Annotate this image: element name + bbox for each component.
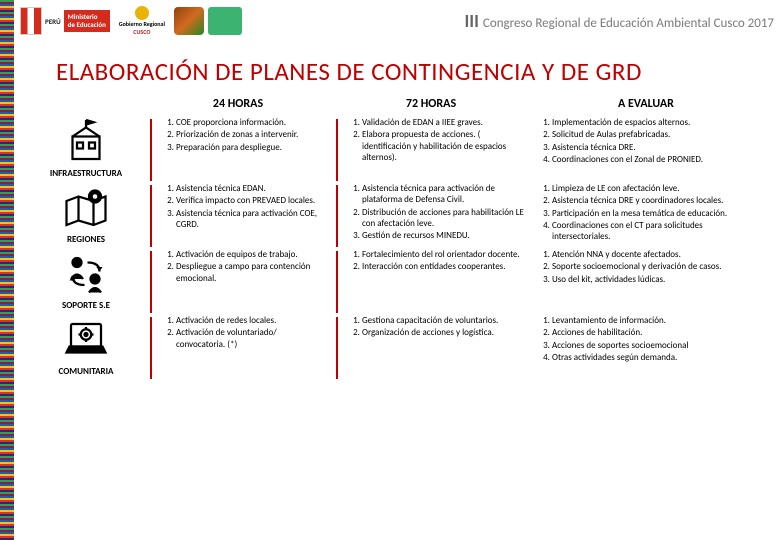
list-item: Activación de redes locales.: [176, 315, 326, 326]
list-item: Acciones de soportes socioemocional: [552, 340, 756, 351]
list-item: Activación de voluntariado/ convocatoria…: [176, 327, 326, 350]
list: Fortalecimiento del rol orientador docen…: [346, 249, 526, 273]
list: COE proporciona información.Priorización…: [160, 117, 326, 153]
cell-infraestructura-c2: Validación de EDAN a IIEE graves.Elabora…: [336, 117, 526, 183]
list: Implementación de espacios alternos.Soli…: [536, 117, 756, 165]
list-item: Coordinaciones con el Zonal de PRONIED.: [552, 154, 756, 165]
row-label: SOPORTE S.E: [62, 300, 110, 311]
ministry-line2: de Educación: [68, 21, 106, 29]
decorative-stripe: [0, 0, 14, 540]
list: Atención NNA y docente afectados.Soporte…: [536, 249, 756, 285]
rows-container: INFRAESTRUCTURA COE proporciona informaci…: [32, 117, 770, 381]
list-item: Asistencia técnica para activación COE, …: [176, 208, 326, 231]
list-item: Asistencia técnica DRE.: [552, 142, 756, 153]
cell-soporte s.e-c2: Fortalecimiento del rol orientador docen…: [336, 249, 526, 315]
list: Activación de redes locales.Activación d…: [160, 315, 326, 350]
cusco-logo: Gobierno Regional CUSCO: [114, 6, 170, 36]
list-item: Gestión de recursos MINEDU.: [362, 230, 526, 241]
list-item: Preparación para despliegue.: [176, 142, 326, 153]
cusco-main: CUSCO: [133, 28, 150, 36]
content-grid: 24 HORAS 72 HORAS A EVALUAR: [32, 95, 770, 117]
peru-logo: PERÚ Ministerio de Educación: [20, 3, 110, 39]
list-item: Asistencia técnica DRE y coordinadores l…: [552, 195, 756, 206]
spacer: [32, 95, 140, 117]
list-item: Implementación de espacios alternos.: [552, 117, 756, 128]
list-item: Uso del kit, actividades lúdicas.: [552, 274, 756, 285]
congress-title: Congreso Regional de Educación Ambiental…: [483, 16, 774, 31]
cell-infraestructura-c3: Implementación de espacios alternos.Soli…: [536, 117, 756, 183]
list-item: Asistencia técnica para activación de pl…: [362, 183, 526, 206]
list-item: Soporte socioemocional y derivación de c…: [552, 261, 756, 272]
convencion-logo-icon: [208, 7, 242, 35]
row-icon-infraestructura: INFRAESTRUCTURA: [32, 117, 140, 183]
col-header-24h: 24 HORAS: [150, 95, 326, 117]
col-header-evaluar: A EVALUAR: [536, 95, 756, 117]
list-item: Otras actividades según demanda.: [552, 352, 756, 363]
row-icon-soporte s.e: SOPORTE S.E: [32, 249, 140, 315]
peru-flag-icon: [20, 7, 42, 35]
list-item: Gestiona capacitación de voluntarios.: [362, 315, 526, 326]
cell-regiones-c2: Asistencia técnica para activación de pl…: [336, 183, 526, 249]
list-item: Priorización de zonas a intervenir.: [176, 129, 326, 140]
cell-infraestructura-c1: COE proporciona información.Priorización…: [150, 117, 326, 183]
list-item: Solicitud de Aulas prefabricadas.: [552, 129, 756, 140]
list: Asistencia técnica para activación de pl…: [346, 183, 526, 241]
row-label: INFRAESTRUCTURA: [50, 168, 122, 179]
row-icon-comunitaria: COMUNITARIA: [32, 315, 140, 381]
list-item: Limpieza de LE con afectación leve.: [552, 183, 756, 194]
list-item: Participación en la mesa temática de edu…: [552, 208, 756, 219]
row-icon-regiones: REGIONES: [32, 183, 140, 249]
list-item: Organización de acciones y logística.: [362, 327, 526, 338]
list-item: COE proporciona información.: [176, 117, 326, 128]
list-item: Atención NNA y docente afectados.: [552, 249, 756, 260]
row-label: REGIONES: [67, 234, 105, 245]
region-shield-icon: [174, 7, 204, 35]
list: Validación de EDAN a IIEE graves.Elabora…: [346, 117, 526, 163]
list: Asistencia técnica EDAN.Verifica impacto…: [160, 183, 326, 230]
list-item: Asistencia técnica EDAN.: [176, 183, 326, 194]
list-item: Acciones de habilitación.: [552, 327, 756, 338]
cell-regiones-c1: Asistencia técnica EDAN.Verifica impacto…: [150, 183, 326, 249]
list: Limpieza de LE con afectación leve.Asist…: [536, 183, 756, 242]
row-label: COMUNITARIA: [59, 366, 114, 377]
slide-body: ELABORACIÓN DE PLANES DE CONTINGENCIA Y …: [28, 50, 770, 538]
top-banner: PERÚ Ministerio de Educación Gobierno Re…: [14, 0, 780, 42]
cell-soporte s.e-c3: Atención NNA y docente afectados.Soporte…: [536, 249, 756, 315]
sun-icon: [135, 6, 149, 20]
list-item: Activación de equipos de trabajo.: [176, 249, 326, 260]
list: Levantamiento de información.Acciones de…: [536, 315, 756, 363]
banner-title: III Congreso Regional de Educación Ambien…: [246, 10, 774, 32]
peru-label: PERÚ: [45, 17, 61, 26]
list: Activación de equipos de trabajo.Desplie…: [160, 249, 326, 284]
list-item: Distribución de acciones para habilitaci…: [362, 207, 526, 230]
cusco-top: Gobierno Regional: [119, 20, 165, 28]
list: Gestiona capacitación de voluntarios.Org…: [346, 315, 526, 339]
list-item: Verifica impacto con PREVAED locales.: [176, 195, 326, 206]
cell-comunitaria-c1: Activación de redes locales.Activación d…: [150, 315, 326, 381]
list-item: Despliegue a campo para contención emoci…: [176, 261, 326, 284]
ministry-badge: Ministerio de Educación: [64, 10, 110, 31]
cell-regiones-c3: Limpieza de LE con afectación leve.Asist…: [536, 183, 756, 249]
list-item: Levantamiento de información.: [552, 315, 756, 326]
list-item: Fortalecimiento del rol orientador docen…: [362, 249, 526, 260]
cell-comunitaria-c2: Gestiona capacitación de voluntarios.Org…: [336, 315, 526, 381]
cell-comunitaria-c3: Levantamiento de información.Acciones de…: [536, 315, 756, 381]
list-item: Elabora propuesta de acciones. ( identif…: [362, 129, 526, 163]
cell-soporte s.e-c1: Activación de equipos de trabajo.Desplie…: [150, 249, 326, 315]
list-item: Coordinaciones con el CT para solicitude…: [552, 220, 756, 243]
list-item: Validación de EDAN a IIEE graves.: [362, 117, 526, 128]
col-header-72h: 72 HORAS: [336, 95, 526, 117]
slide-title: ELABORACIÓN DE PLANES DE CONTINGENCIA Y …: [56, 56, 770, 87]
roman-iii: III: [465, 10, 479, 32]
list-item: Interacción con entidades cooperantes.: [362, 261, 526, 272]
